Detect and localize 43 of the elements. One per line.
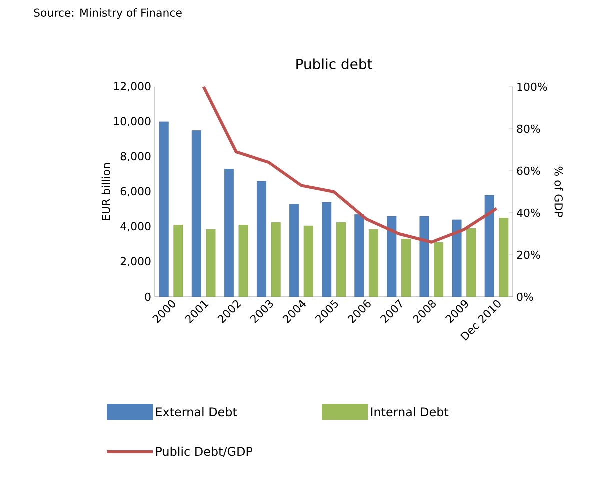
y-tick-label: 2,000 bbox=[120, 257, 151, 267]
chart-title: Public debt bbox=[296, 58, 372, 70]
bar bbox=[304, 226, 314, 298]
bar bbox=[206, 229, 216, 298]
bar bbox=[354, 214, 364, 298]
bar bbox=[484, 195, 494, 298]
y2-tick-label: 80% bbox=[517, 124, 540, 134]
bar bbox=[434, 242, 444, 298]
bar bbox=[402, 239, 411, 298]
bar bbox=[192, 130, 202, 298]
bar bbox=[159, 122, 169, 298]
bar bbox=[224, 169, 234, 298]
bar bbox=[174, 225, 184, 298]
bar bbox=[452, 220, 462, 298]
y-tick-label: 6,000 bbox=[120, 187, 151, 197]
y-tick-label: 10,000 bbox=[114, 117, 151, 127]
y2-tick-label: 20% bbox=[517, 250, 540, 260]
source-note: Source: Ministry of Finance bbox=[34, 8, 182, 20]
y-tick-label: 4,000 bbox=[120, 222, 151, 232]
y2-tick-label: 60% bbox=[517, 166, 540, 176]
y2-axis-title: % of GDP bbox=[554, 166, 564, 218]
bar bbox=[420, 216, 430, 298]
legend-label: External Debt bbox=[156, 407, 238, 417]
bar bbox=[238, 225, 248, 298]
y-tick-label: 8,000 bbox=[120, 152, 151, 162]
bar bbox=[257, 181, 266, 298]
y2-tick-label: 0% bbox=[517, 292, 534, 302]
bar bbox=[499, 218, 509, 298]
legend-label: Internal Debt bbox=[371, 407, 449, 417]
bar bbox=[387, 216, 397, 298]
y2-tick-label: 40% bbox=[517, 208, 540, 218]
y-tick-label: 12,000 bbox=[114, 82, 151, 92]
bar bbox=[271, 222, 281, 298]
line-series bbox=[202, 85, 498, 244]
y-axis-title: EUR billion bbox=[102, 163, 110, 220]
legend-label: Public Debt/GDP bbox=[156, 446, 253, 458]
bar bbox=[336, 222, 346, 298]
y2-tick-label: 100% bbox=[518, 82, 548, 92]
bar bbox=[322, 202, 332, 298]
bar bbox=[290, 204, 300, 298]
y-tick-label: 0 bbox=[145, 292, 151, 302]
bar bbox=[466, 228, 476, 298]
bar bbox=[369, 229, 378, 298]
